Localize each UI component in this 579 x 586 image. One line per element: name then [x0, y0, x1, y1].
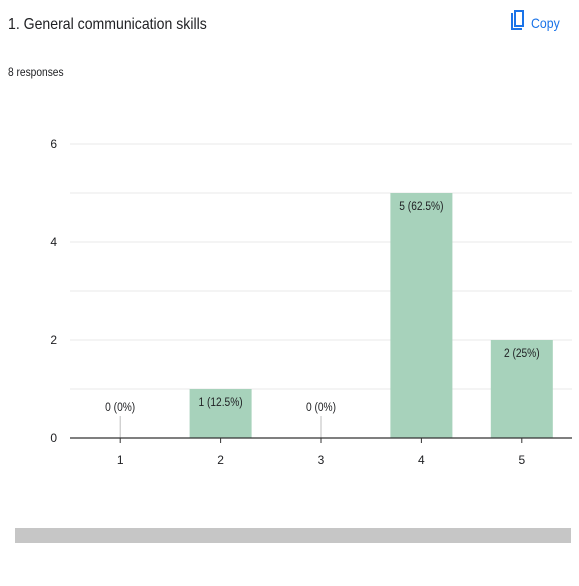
y-tick-label: 6 [50, 137, 57, 151]
data-label: 1 (12.5%) [199, 396, 243, 409]
response-count: 8 responses [8, 65, 64, 79]
data-label: 0 (0%) [306, 401, 336, 414]
y-tick-label: 0 [50, 431, 57, 445]
copy-icon [510, 9, 524, 37]
bar [490, 340, 553, 438]
copy-button[interactable]: Copy [510, 8, 564, 38]
y-tick-label: 2 [50, 333, 57, 347]
data-label: 0 (0%) [105, 401, 135, 414]
data-label: 2 (25%) [504, 347, 540, 360]
x-tick-label: 3 [318, 453, 325, 467]
x-tick-label: 4 [418, 453, 425, 467]
y-tick-label: 4 [50, 235, 57, 249]
data-label: 5 (62.5%) [399, 200, 443, 213]
question-title: 1. General communication skills [8, 16, 207, 33]
x-tick-label: 1 [117, 453, 124, 467]
horizontal-scrollbar[interactable] [15, 528, 571, 543]
bar [189, 389, 252, 438]
bar [390, 193, 453, 438]
copy-button-label: Copy [531, 15, 560, 31]
x-tick-label: 5 [518, 453, 525, 467]
x-tick-label: 2 [217, 453, 224, 467]
bar-chart: 0 2 4 6 0 (0%) 1 1 (12.5%) 2 0 (0%) 3 5 (62.5%) 4 2 … [50, 137, 572, 467]
